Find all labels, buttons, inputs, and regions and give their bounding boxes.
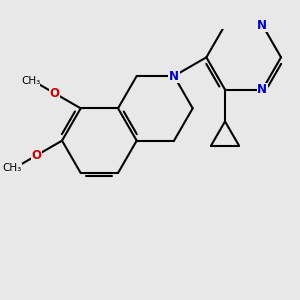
Text: CH₃: CH₃: [21, 76, 40, 86]
Text: N: N: [169, 70, 179, 83]
Text: O: O: [31, 149, 41, 162]
Text: N: N: [257, 83, 267, 96]
Text: N: N: [257, 19, 267, 32]
Text: CH₃: CH₃: [2, 163, 22, 173]
Text: O: O: [50, 87, 60, 100]
